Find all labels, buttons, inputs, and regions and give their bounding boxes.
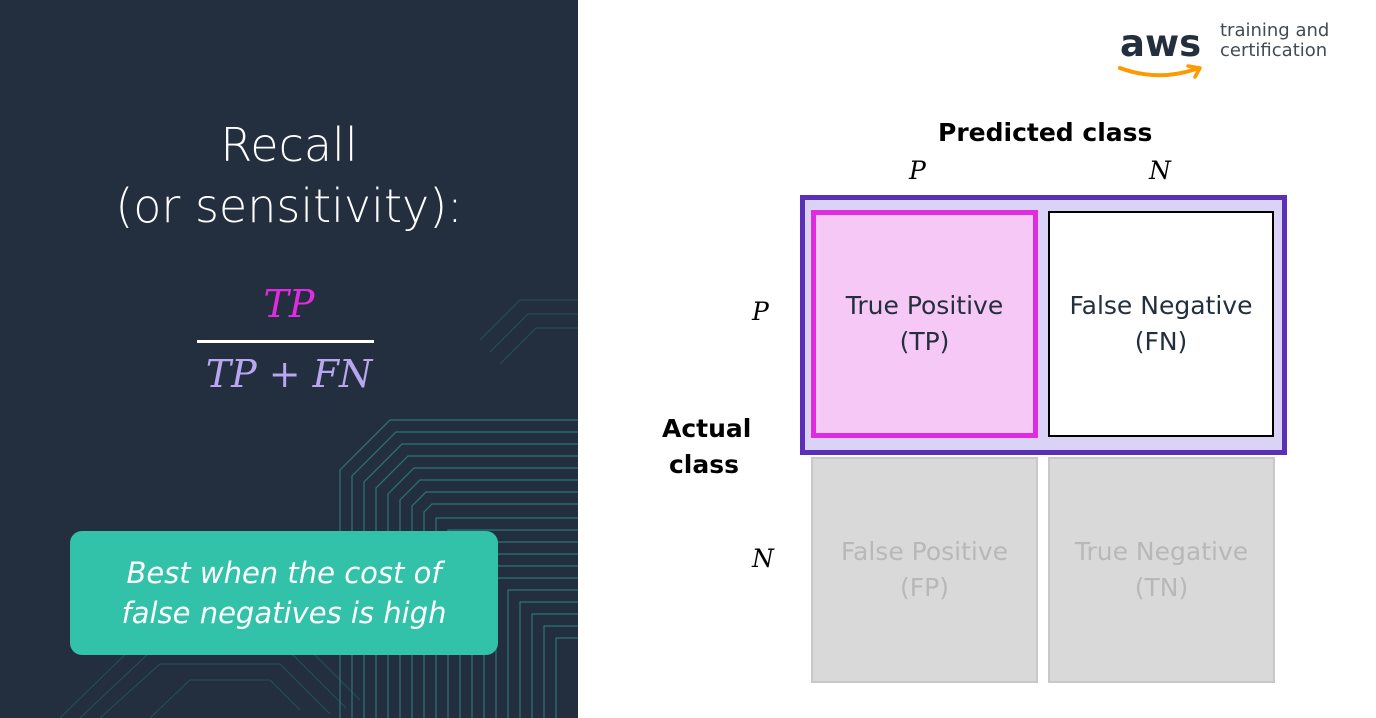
left-panel: Recall (or sensitivity): TP TP + FN Best… xyxy=(0,0,578,718)
callout-text: Best when the cost of false negatives is… xyxy=(121,556,447,630)
aws-smile-icon xyxy=(1118,64,1202,79)
true-negative-cell: True Negative (TN) xyxy=(1048,457,1275,683)
false-positive-cell: False Positive (FP) xyxy=(811,457,1038,683)
callout-box: Best when the cost of false negatives is… xyxy=(70,531,498,655)
false-positive-label: False Positive xyxy=(840,537,1009,566)
true-positive-label: True Positive xyxy=(845,291,1004,320)
actual-class-label: Actual class xyxy=(662,411,752,483)
false-positive-abbrev: (FP) xyxy=(900,573,949,602)
row-label-p: P xyxy=(752,297,769,326)
false-negative-cell: False Negative (FN) xyxy=(1048,211,1274,437)
aws-logo: aws training and certification xyxy=(1115,18,1355,79)
false-negative-abbrev: (FN) xyxy=(1134,327,1188,356)
aws-logo-subtitle-line1: training and xyxy=(1220,20,1330,41)
column-label-n: N xyxy=(1149,156,1171,185)
true-negative-abbrev: (TN) xyxy=(1134,573,1189,602)
true-positive-cell: True Positive (TP) xyxy=(811,210,1038,438)
predicted-class-label: Predicted class xyxy=(938,118,1153,147)
formula-fraction-bar xyxy=(197,340,374,343)
actual-class-label-line1: Actual xyxy=(662,414,752,443)
aws-logo-subtitle: training and certification xyxy=(1220,21,1329,61)
recall-title: Recall xyxy=(220,118,358,172)
formula-denominator: TP + FN xyxy=(205,352,373,396)
recall-subtitle: (or sensitivity): xyxy=(115,179,463,233)
aws-wordmark: aws xyxy=(1120,22,1202,65)
true-positive-abbrev: (TP) xyxy=(899,327,950,356)
formula-numerator: TP xyxy=(263,282,315,326)
column-label-p: P xyxy=(909,156,926,185)
false-negative-label: False Negative xyxy=(1069,291,1253,320)
aws-logo-subtitle-line2: certification xyxy=(1220,40,1328,61)
true-negative-label: True Negative xyxy=(1074,537,1249,566)
actual-class-label-line2: class xyxy=(668,450,740,479)
row-label-n: N xyxy=(752,544,774,573)
